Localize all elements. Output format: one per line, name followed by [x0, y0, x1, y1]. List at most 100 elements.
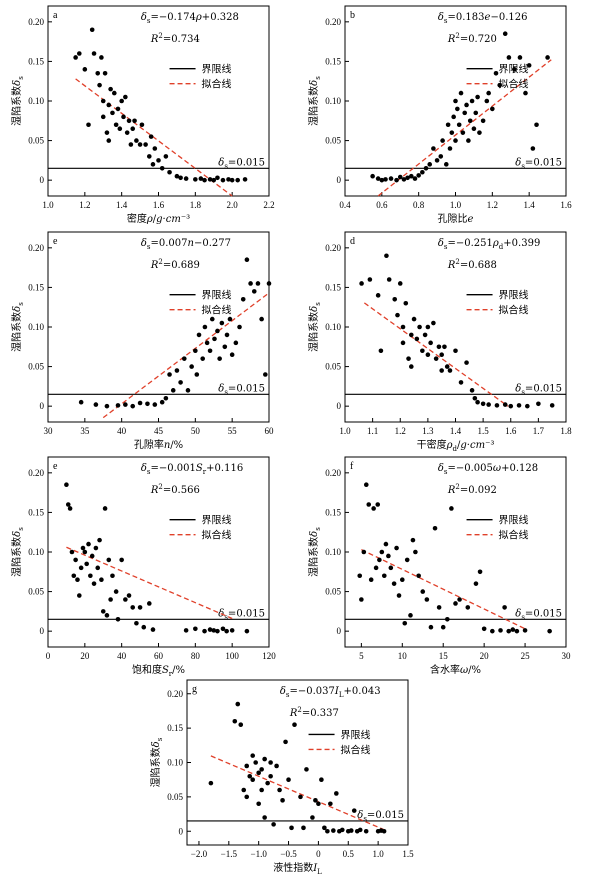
fit-r2: R2=0.566	[150, 483, 200, 496]
x-tick-label: −1.0	[251, 849, 268, 859]
y-tick-label: 0.05	[28, 136, 44, 146]
data-point	[409, 173, 414, 179]
data-point	[148, 134, 154, 139]
data-point	[351, 808, 357, 813]
panel-label: f	[350, 461, 354, 472]
data-point	[106, 102, 112, 108]
panel-label: a	[53, 10, 58, 21]
data-point	[410, 537, 416, 543]
x-tick-label: 15	[439, 651, 449, 661]
x-tick-label: 100	[225, 651, 239, 661]
x-tick-label: 1.1	[367, 426, 378, 436]
data-point	[143, 142, 148, 147]
data-point	[84, 561, 89, 567]
data-point	[174, 173, 180, 179]
data-point	[449, 130, 455, 135]
panel-label: d	[350, 236, 355, 247]
data-point	[104, 130, 110, 135]
y-tick-label: 0.15	[325, 507, 341, 517]
data-point	[486, 402, 491, 407]
data-point	[319, 777, 324, 782]
data-point	[397, 174, 403, 180]
data-point	[473, 110, 479, 116]
data-point	[277, 787, 282, 793]
data-point	[522, 628, 528, 633]
x-tick-label: 0	[46, 651, 51, 661]
data-point	[102, 70, 108, 76]
data-point	[381, 573, 387, 579]
data-point	[146, 154, 152, 159]
data-point	[424, 597, 430, 602]
data-point	[401, 177, 407, 182]
data-point	[202, 324, 208, 330]
data-point	[259, 787, 264, 793]
panel-label: g	[192, 684, 197, 695]
data-point	[484, 98, 490, 104]
data-point	[371, 506, 376, 511]
y-tick-label: 0.20	[325, 243, 341, 253]
data-point	[65, 502, 71, 507]
data-point	[477, 569, 483, 575]
data-point	[440, 624, 446, 630]
data-point	[265, 780, 270, 786]
data-point	[244, 763, 250, 769]
y-tick-label: 0.20	[325, 17, 341, 27]
data-point	[219, 320, 225, 326]
data-point	[207, 177, 213, 182]
fit-equation: δs​=−0.037IL​+0.043	[280, 686, 381, 699]
data-point	[104, 403, 110, 409]
data-point	[220, 177, 226, 183]
data-point	[534, 122, 539, 128]
data-point	[102, 506, 108, 511]
data-point	[185, 388, 191, 393]
y-tick-label: 0.15	[28, 56, 44, 66]
data-point	[91, 581, 97, 586]
data-point	[115, 616, 121, 622]
fit-line	[363, 302, 509, 407]
panel-label: b	[350, 10, 355, 21]
y-tick-label: 0.15	[28, 282, 44, 292]
x-tick-label: 1.2	[487, 200, 498, 210]
data-point	[134, 138, 139, 143]
data-point	[403, 300, 409, 306]
data-point	[525, 403, 530, 409]
data-point	[242, 177, 248, 182]
data-point	[126, 118, 132, 124]
data-point	[146, 601, 152, 606]
data-point	[106, 557, 112, 563]
y-tick-label: 0.10	[325, 322, 341, 332]
data-point	[444, 364, 450, 369]
x-tick-label: 1.0	[42, 200, 54, 210]
data-point	[167, 372, 172, 377]
data-point	[325, 828, 330, 834]
data-point	[292, 722, 297, 727]
x-tick-label: 0	[316, 849, 321, 859]
fit-equation: δs​=−0.005ω+0.128	[438, 463, 538, 476]
data-point	[477, 130, 482, 135]
data-point	[400, 324, 406, 330]
data-point	[328, 801, 333, 807]
data-point	[366, 502, 372, 507]
data-point	[235, 177, 240, 183]
data-point	[363, 482, 369, 488]
data-point	[95, 565, 101, 571]
data-point	[472, 395, 478, 401]
y-axis-label: 湿陷系数δs​	[307, 302, 322, 352]
data-point	[469, 98, 475, 104]
data-point	[457, 597, 462, 602]
data-point	[409, 332, 414, 338]
data-point	[465, 605, 471, 610]
y-tick-label: 0.10	[28, 547, 44, 557]
data-point	[82, 67, 88, 72]
data-point	[453, 98, 458, 104]
data-point	[134, 620, 139, 626]
y-tick-label: 0.20	[325, 468, 341, 478]
data-point	[357, 573, 363, 579]
data-point	[455, 106, 460, 112]
data-point	[248, 281, 253, 286]
data-point	[238, 722, 244, 727]
x-tick-label: 1.5	[478, 426, 490, 436]
data-point	[86, 122, 91, 128]
x-axis-label: 饱和度Sr​/%	[132, 663, 185, 678]
x-axis-label: 含水率ω/%	[430, 663, 481, 676]
